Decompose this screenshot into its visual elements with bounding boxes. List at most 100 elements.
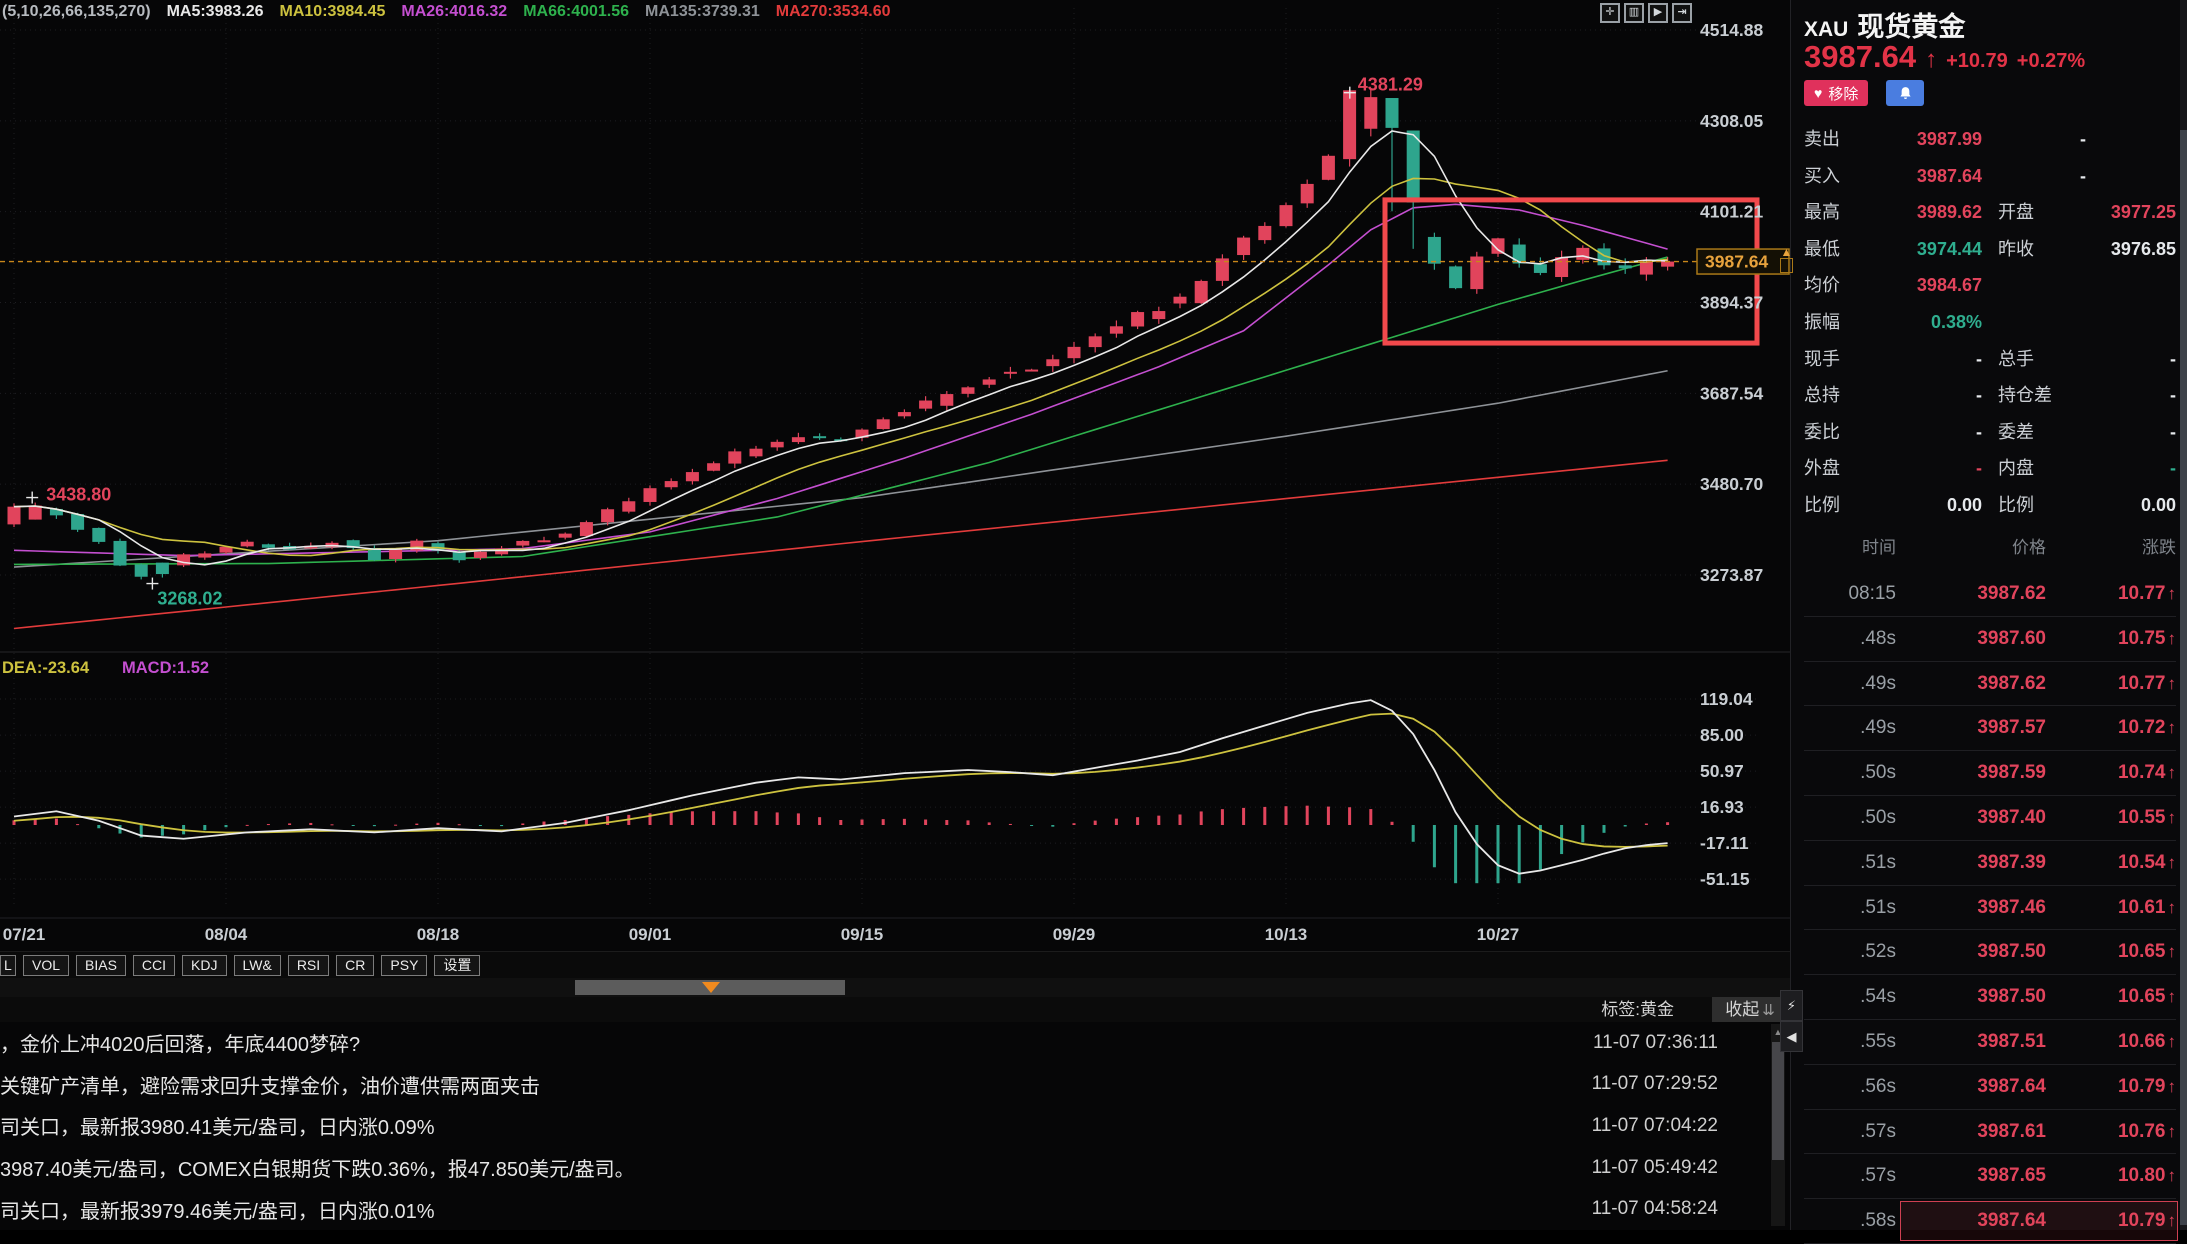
tick-row[interactable]: .49s 3987.57 10.72 ↑	[1804, 706, 2176, 752]
tick-row[interactable]: .50s 3987.40 10.55 ↑	[1804, 796, 2176, 841]
quote-field-value: 0.38%	[1930, 311, 1982, 332]
indicator-tab-设置[interactable]: 设置	[434, 955, 481, 976]
candle-body	[622, 501, 636, 512]
quick-trade-lightning-icon[interactable]: ⚡	[1780, 990, 1803, 1021]
indicator-tab-CCI[interactable]: CCI	[132, 955, 176, 976]
tick-row[interactable]: .50s 3987.59 10.74 ↑	[1804, 751, 2176, 796]
exit-chart-icon[interactable]: ⇥	[1672, 3, 1692, 23]
indicator-tab-L[interactable]: L	[0, 955, 16, 976]
indicator-tab-KDJ[interactable]: KDJ	[182, 955, 227, 976]
alert-bell-button[interactable]	[1886, 80, 1925, 106]
indicator-tab-PSY[interactable]: PSY	[381, 955, 428, 976]
scroll-position-marker-icon	[702, 982, 720, 993]
collapse-news-button[interactable]: 收起 ⇊	[1712, 997, 1788, 1022]
news-list: ，金价上冲4020后回落，年底4400梦碎? 11-07 07:36:11 关键矿产…	[0, 1022, 1790, 1230]
news-timestamp: 11-07 05:49:42	[1591, 1156, 1718, 1178]
price-chart[interactable]: 4381.29 3438.80 3268.02 DEA:-23.64 MACD:1.52…	[0, 0, 1790, 948]
candle-body	[1300, 183, 1314, 204]
news-item[interactable]: 关键矿产清单，避险需求回升支撑金价，油价遭供需两面夹击 11-07 07:29:5…	[0, 1064, 1790, 1106]
news-title: 3987.40美元/盎司，COMEX白银期货下跌0.36%，报47.850美元/…	[0, 1159, 635, 1182]
indicator-tab-BIAS[interactable]: BIAS	[76, 955, 126, 976]
news-item[interactable]: ，金价上冲4020后回落，年底4400梦碎? 11-07 07:36:11	[0, 1022, 1790, 1064]
dea-line	[13, 712, 1668, 848]
news-title: 司关口，最新报3980.41美元/盎司，日内涨0.09%	[0, 1117, 435, 1140]
macd-bar	[584, 817, 588, 825]
tick-change: 10.79 ↑	[2117, 1210, 2176, 1232]
tick-row[interactable]: .51s 3987.46 10.61 ↑	[1804, 886, 2176, 931]
quote-fields-grid: 卖出 3987.99 - 买入 3987.64 - 最高 3989.62 开盘 3977.25 最低…	[1804, 121, 2176, 524]
candle-body	[71, 513, 85, 530]
news-item[interactable]: 3987.40美元/盎司，COMEX白银期货下跌0.36%，报47.850美元/…	[0, 1147, 1790, 1189]
candle-body	[1639, 261, 1653, 275]
news-item[interactable]: 司关口，最新报3980.41美元/盎司，日内涨0.09% 11-07 07:04:…	[0, 1105, 1790, 1147]
macd-bar	[500, 825, 504, 827]
news-tag-label: 标签:黄金	[1601, 1000, 1674, 1019]
panel-scrollbar-thumb[interactable]	[2180, 130, 2187, 1225]
indicator-tab-RSI[interactable]: RSI	[287, 955, 330, 976]
macd-bar	[902, 818, 906, 825]
tick-time: .48s	[1860, 627, 1896, 649]
tick-row[interactable]: .56s 3987.64 10.79 ↑	[1804, 1065, 2176, 1110]
news-header-bar: 标签:黄金 收起 ⇊	[0, 997, 1790, 1022]
indicator-tab-CR[interactable]: CR	[336, 955, 375, 976]
candle-body	[579, 522, 593, 537]
candle-body	[1555, 257, 1569, 278]
macd-bar	[1030, 825, 1034, 826]
candle-body	[1364, 97, 1378, 129]
candle-body	[876, 419, 890, 430]
candle-body	[664, 481, 678, 488]
quote-field-value: -	[2170, 421, 2176, 442]
quote-field-label: 买入	[1804, 165, 1840, 186]
tick-row[interactable]: .57s 3987.65 10.80 ↑	[1804, 1154, 2176, 1200]
candle-body	[1576, 247, 1590, 260]
price-change-percent: +0.27%	[2016, 50, 2086, 72]
quote-field-value: 3974.44	[1916, 238, 1982, 259]
quote-field-value: -	[1976, 458, 1982, 479]
tick-time: .49s	[1860, 717, 1896, 739]
indicator-tab-VOL[interactable]: VOL	[23, 955, 70, 976]
tick-time: 08:15	[1848, 583, 1896, 604]
macd-bar	[1581, 825, 1585, 843]
news-item[interactable]: 司关口，最新报3979.46美元/盎司，日内涨0.01% 11-07 04:58:…	[0, 1188, 1790, 1230]
candle-body	[919, 400, 933, 409]
date-axis-label: 09/29	[1053, 925, 1096, 944]
quote-field-value: 3989.62	[1916, 202, 1982, 223]
tick-row[interactable]: .51s 3987.39 10.54 ↑	[1804, 841, 2176, 886]
news-scrollbar-thumb[interactable]	[1772, 1042, 1784, 1160]
macd-bar	[330, 824, 334, 826]
tick-row[interactable]: .55s 3987.51 10.66 ↑	[1804, 1020, 2176, 1065]
crosshair-icon[interactable]: ✛	[1600, 3, 1620, 23]
chart-flag-icon[interactable]: ▶	[1648, 3, 1668, 23]
tick-row[interactable]: .58s 3987.64 10.79 ↑	[1804, 1199, 2178, 1244]
remove-watchlist-button[interactable]: ♥ 移除	[1804, 80, 1869, 106]
macd-bar	[97, 825, 101, 829]
tick-row[interactable]: .57s 3987.61 10.76 ↑	[1804, 1110, 2176, 1155]
candle-body	[1088, 336, 1102, 348]
tick-row[interactable]: .49s 3987.62 10.77 ↑	[1804, 662, 2176, 707]
panel-collapse-arrow-icon[interactable]: ◀	[1780, 1021, 1803, 1052]
tick-row[interactable]: .52s 3987.50 10.65 ↑	[1804, 930, 2176, 976]
candle-body	[1533, 264, 1547, 273]
price-axis-label: 4101.21	[1700, 202, 1764, 222]
candle-body	[707, 463, 721, 471]
tick-price: 3987.62	[1977, 672, 2046, 694]
indicator-tab-LW&[interactable]: LW&	[233, 955, 281, 976]
chart-scrollbar[interactable]	[0, 978, 1790, 997]
scroll-up-icon[interactable]: ▲	[1773, 1027, 1783, 1037]
chart-style-icon[interactable]: ▥	[1624, 3, 1644, 23]
remove-label: 移除	[1828, 85, 1859, 103]
candle-body	[28, 505, 42, 520]
tick-row[interactable]: .48s 3987.60 10.75 ↑	[1804, 617, 2176, 662]
tick-row[interactable]: 08:15 3987.62 10.77 ↑	[1804, 572, 2176, 617]
tick-price: 3987.46	[1977, 896, 2046, 918]
panel-scrollbar[interactable]	[2180, 0, 2187, 1230]
candle-body	[728, 451, 742, 464]
macd-axis-label: 16.93	[1700, 797, 1744, 817]
news-scrollbar[interactable]: ▲	[1771, 1024, 1785, 1226]
dea-value-label: DEA:-23.64	[2, 659, 90, 677]
macd-bar	[118, 825, 122, 834]
quote-field-value	[2070, 267, 2176, 304]
macd-bar	[1644, 823, 1648, 825]
tick-row[interactable]: .54s 3987.50 10.65 ↑	[1804, 975, 2176, 1020]
macd-bar	[457, 824, 461, 826]
